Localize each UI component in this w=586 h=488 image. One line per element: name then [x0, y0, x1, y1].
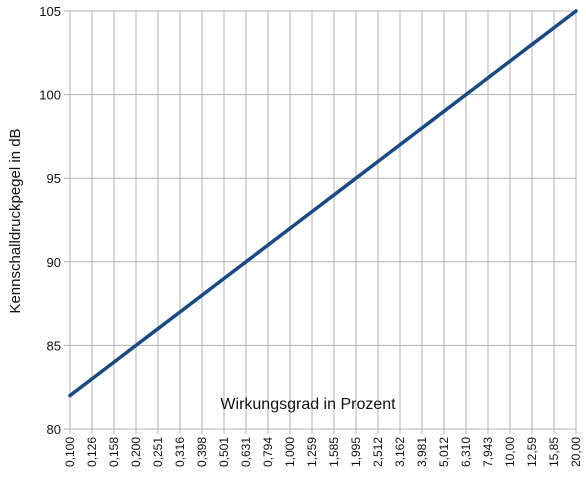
data-point [376, 159, 380, 164]
x-tick-label: 0,100 [63, 437, 77, 467]
data-point [354, 176, 358, 180]
x-tick-label: 0,794 [261, 437, 275, 467]
x-tick-label: 10,00 [503, 437, 517, 467]
x-tick-label: 0,316 [173, 437, 187, 467]
series-line [68, 9, 578, 398]
data-point [442, 109, 446, 113]
data-point [486, 76, 490, 80]
plot-area [70, 11, 576, 429]
data-point [178, 310, 182, 314]
data-point [552, 26, 556, 30]
data-point [244, 260, 248, 264]
data-point [574, 9, 578, 13]
data-point [200, 293, 204, 297]
data-point [398, 143, 402, 147]
data-point [68, 393, 72, 398]
y-tick-label: 90 [47, 255, 61, 270]
data-point [420, 126, 424, 130]
data-point [134, 343, 138, 347]
x-tick-label: 7,943 [481, 437, 495, 467]
x-tick-label: 2,512 [371, 437, 385, 467]
x-tick-label: 6,310 [459, 437, 473, 467]
data-point [464, 93, 468, 97]
data-point [266, 243, 270, 247]
y-tick-label: 80 [47, 422, 61, 437]
y-tick-label: 95 [47, 171, 61, 186]
annotation-label: Wirkungsgrad in Prozent [220, 396, 396, 413]
x-tick-labels: 0,100 0,126 0,158 0,200 0,251 0,316 0,398 0,501… [63, 437, 583, 467]
x-gridlines [69, 11, 577, 434]
x-tick-label: 5,012 [437, 437, 451, 467]
y-tick-label: 105 [39, 4, 61, 19]
series-layer [68, 9, 578, 398]
data-point [156, 327, 160, 331]
x-tick-label: 0,631 [239, 437, 253, 467]
x-tick-label: 12,59 [525, 437, 539, 467]
x-tick-label: 1,259 [305, 437, 319, 467]
data-point [90, 377, 94, 381]
x-tick-label: 0,398 [195, 437, 209, 467]
x-tick-label: 1,585 [327, 437, 341, 467]
y-tick-label: 100 [39, 88, 61, 103]
data-point [112, 360, 116, 364]
data-point [310, 210, 314, 214]
x-tick-label: 0,158 [107, 437, 121, 467]
x-tick-label: 3,162 [393, 437, 407, 467]
x-tick-label: 0,251 [151, 437, 165, 467]
y-tick-labels: 80 85 90 95 100 105 [39, 4, 61, 437]
x-tick-label: 15,85 [547, 437, 561, 467]
x-tick-label: 20,00 [569, 437, 583, 467]
x-tick-label: 0,200 [129, 437, 143, 467]
x-tick-label: 0,501 [217, 437, 231, 467]
y-axis-label: Kennschalldruckpegel in dB [7, 128, 24, 313]
data-point [288, 226, 292, 230]
data-point [508, 59, 512, 63]
x-tick-label: 0,126 [85, 437, 99, 467]
data-point [222, 276, 226, 281]
y-gridlines [64, 10, 576, 430]
data-point [332, 193, 336, 197]
x-tick-label: 3,981 [415, 437, 429, 467]
x-tick-label: 1,000 [283, 437, 297, 467]
y-tick-label: 85 [47, 338, 61, 353]
x-tick-label: 1,995 [349, 437, 363, 467]
data-point [530, 42, 534, 47]
